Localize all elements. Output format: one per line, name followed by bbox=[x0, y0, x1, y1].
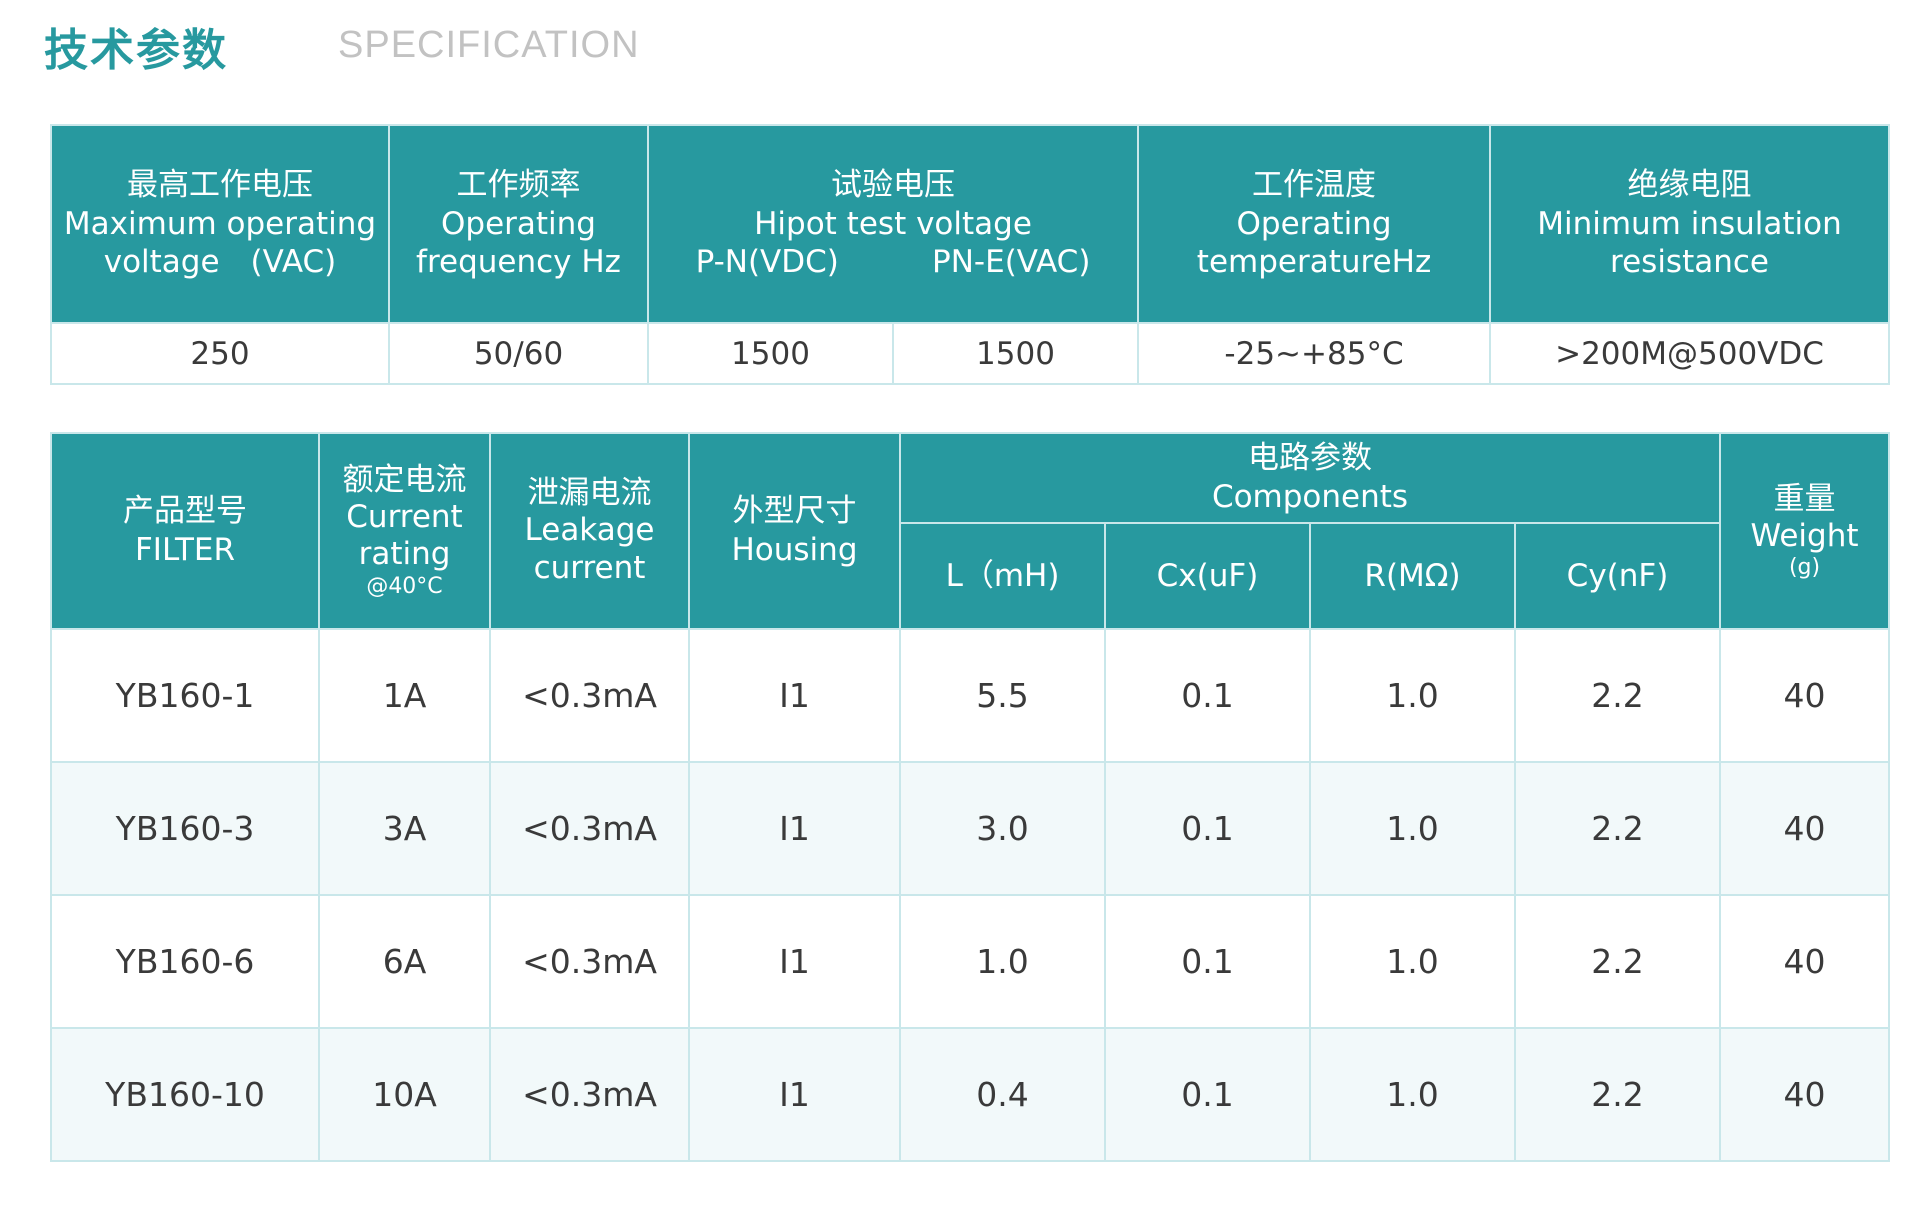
cell-resistance: 1.0 bbox=[1309, 628, 1516, 763]
cell-inductance: 0.4 bbox=[899, 1027, 1106, 1162]
header-current: 额定电流 Current rating @40°C bbox=[318, 432, 491, 630]
cell-model: YB160-1 bbox=[50, 628, 320, 763]
hipot-sub-pn: P-N(VDC) bbox=[695, 244, 839, 281]
cell-current: 10A bbox=[318, 1027, 491, 1162]
cell-resistance: 1.0 bbox=[1309, 894, 1516, 1029]
cell-inductance: 5.5 bbox=[899, 628, 1106, 763]
header-components: 电路参数 Components bbox=[898, 432, 1722, 524]
spec-header-hipot: 试验电压 Hipot test voltage P-N(VDC) PN-E(VA… bbox=[646, 124, 1140, 324]
filter-table: 产品型号 FILTER 额定电流 Current rating @40°C 泄漏… bbox=[50, 432, 1891, 1162]
filter-header-row-1: 产品型号 FILTER 额定电流 Current rating @40°C 泄漏… bbox=[50, 432, 1891, 630]
cell-weight: 40 bbox=[1719, 894, 1891, 1029]
cell-weight: 40 bbox=[1719, 1027, 1891, 1162]
spec-table: 最高工作电压 Maximum operating voltage (VAC) 工… bbox=[50, 124, 1891, 385]
cell-current: 3A bbox=[318, 761, 491, 896]
cell-cy: 2.2 bbox=[1513, 1027, 1722, 1162]
header-housing: 外型尺寸 Housing bbox=[688, 432, 901, 630]
spec-header-max-voltage: 最高工作电压 Maximum operating voltage (VAC) bbox=[50, 124, 390, 324]
spec-header-temperature: 工作温度 Operating temperatureHz bbox=[1137, 124, 1492, 324]
spec-value-row: 250 50/60 1500 1500 -25~+85°C >200M@500V… bbox=[50, 322, 1891, 385]
spec-header-frequency: 工作频率 Operating frequency Hz bbox=[388, 124, 649, 324]
header-leakage: 泄漏电流 Leakage current bbox=[489, 432, 690, 630]
cell-inductance: 3.0 bbox=[899, 761, 1106, 896]
filter-header-row-2: L（mH) Cx(uF) R(MΩ) Cy(nF) bbox=[51, 522, 1889, 630]
spec-header-row: 最高工作电压 Maximum operating voltage (VAC) 工… bbox=[50, 124, 1891, 324]
spec-header-insulation: 绝缘电阻 Minimum insulation resistance bbox=[1489, 124, 1891, 324]
cell-cx: 0.1 bbox=[1104, 1027, 1311, 1162]
cell-weight: 40 bbox=[1719, 628, 1891, 763]
header-cx: Cx(uF) bbox=[1104, 522, 1311, 630]
cell-cx: 0.1 bbox=[1104, 761, 1311, 896]
spec-value-frequency: 50/60 bbox=[388, 322, 649, 385]
cell-cy: 2.2 bbox=[1513, 761, 1722, 896]
cell-weight: 40 bbox=[1719, 761, 1891, 896]
cell-current: 6A bbox=[318, 894, 491, 1029]
header-inductance: L（mH) bbox=[899, 522, 1106, 630]
cell-leakage: <0.3mA bbox=[489, 628, 690, 763]
table-row: YB160-3 3A <0.3mA I1 3.0 0.1 1.0 2.2 40 bbox=[50, 761, 1891, 896]
cell-current: 1A bbox=[318, 628, 491, 763]
spec-value-max-voltage: 250 bbox=[50, 322, 390, 385]
table-row: YB160-10 10A <0.3mA I1 0.4 0.1 1.0 2.2 40 bbox=[50, 1027, 1891, 1162]
header-weight: 重量 Weight (g) bbox=[1719, 432, 1891, 630]
hipot-sub-pne: PN-E(VAC) bbox=[932, 244, 1091, 281]
header-model: 产品型号 FILTER bbox=[50, 432, 320, 630]
cell-resistance: 1.0 bbox=[1309, 761, 1516, 896]
header-cy: Cy(nF) bbox=[1513, 522, 1722, 630]
cell-housing: I1 bbox=[688, 628, 901, 763]
cell-model: YB160-10 bbox=[50, 1027, 320, 1162]
cell-model: YB160-6 bbox=[50, 894, 320, 1029]
spec-value-insulation: >200M@500VDC bbox=[1489, 322, 1891, 385]
page-title-en: SPECIFICATION bbox=[338, 24, 640, 66]
cell-leakage: <0.3mA bbox=[489, 761, 690, 896]
page-title-cn: 技术参数 bbox=[44, 25, 228, 76]
cell-housing: I1 bbox=[688, 1027, 901, 1162]
cell-housing: I1 bbox=[688, 894, 901, 1029]
cell-cy: 2.2 bbox=[1513, 894, 1722, 1029]
table-row: YB160-1 1A <0.3mA I1 5.5 0.1 1.0 2.2 40 bbox=[50, 628, 1891, 763]
filter-table-body: YB160-1 1A <0.3mA I1 5.5 0.1 1.0 2.2 40 YB160-3 3A… bbox=[50, 628, 1891, 1162]
spec-value-temperature: -25~+85°C bbox=[1137, 322, 1492, 385]
cell-cy: 2.2 bbox=[1513, 628, 1722, 763]
cell-leakage: <0.3mA bbox=[489, 1027, 690, 1162]
spec-value-hipot-pn: 1500 bbox=[647, 322, 894, 385]
cell-model: YB160-3 bbox=[50, 761, 320, 896]
cell-inductance: 1.0 bbox=[899, 894, 1106, 1029]
table-row: YB160-6 6A <0.3mA I1 1.0 0.1 1.0 2.2 40 bbox=[50, 894, 1891, 1029]
header-resistance: R(MΩ) bbox=[1309, 522, 1516, 630]
spec-value-hipot-pne: 1500 bbox=[891, 322, 1140, 385]
cell-cx: 0.1 bbox=[1104, 628, 1311, 763]
cell-leakage: <0.3mA bbox=[489, 894, 690, 1029]
cell-resistance: 1.0 bbox=[1309, 1027, 1516, 1162]
cell-cx: 0.1 bbox=[1104, 894, 1311, 1029]
cell-housing: I1 bbox=[688, 761, 901, 896]
